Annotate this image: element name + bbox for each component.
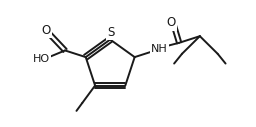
Text: HO: HO xyxy=(33,54,50,64)
Text: O: O xyxy=(167,16,176,29)
Text: O: O xyxy=(42,24,51,37)
Text: S: S xyxy=(108,26,115,39)
Text: NH: NH xyxy=(151,44,168,54)
